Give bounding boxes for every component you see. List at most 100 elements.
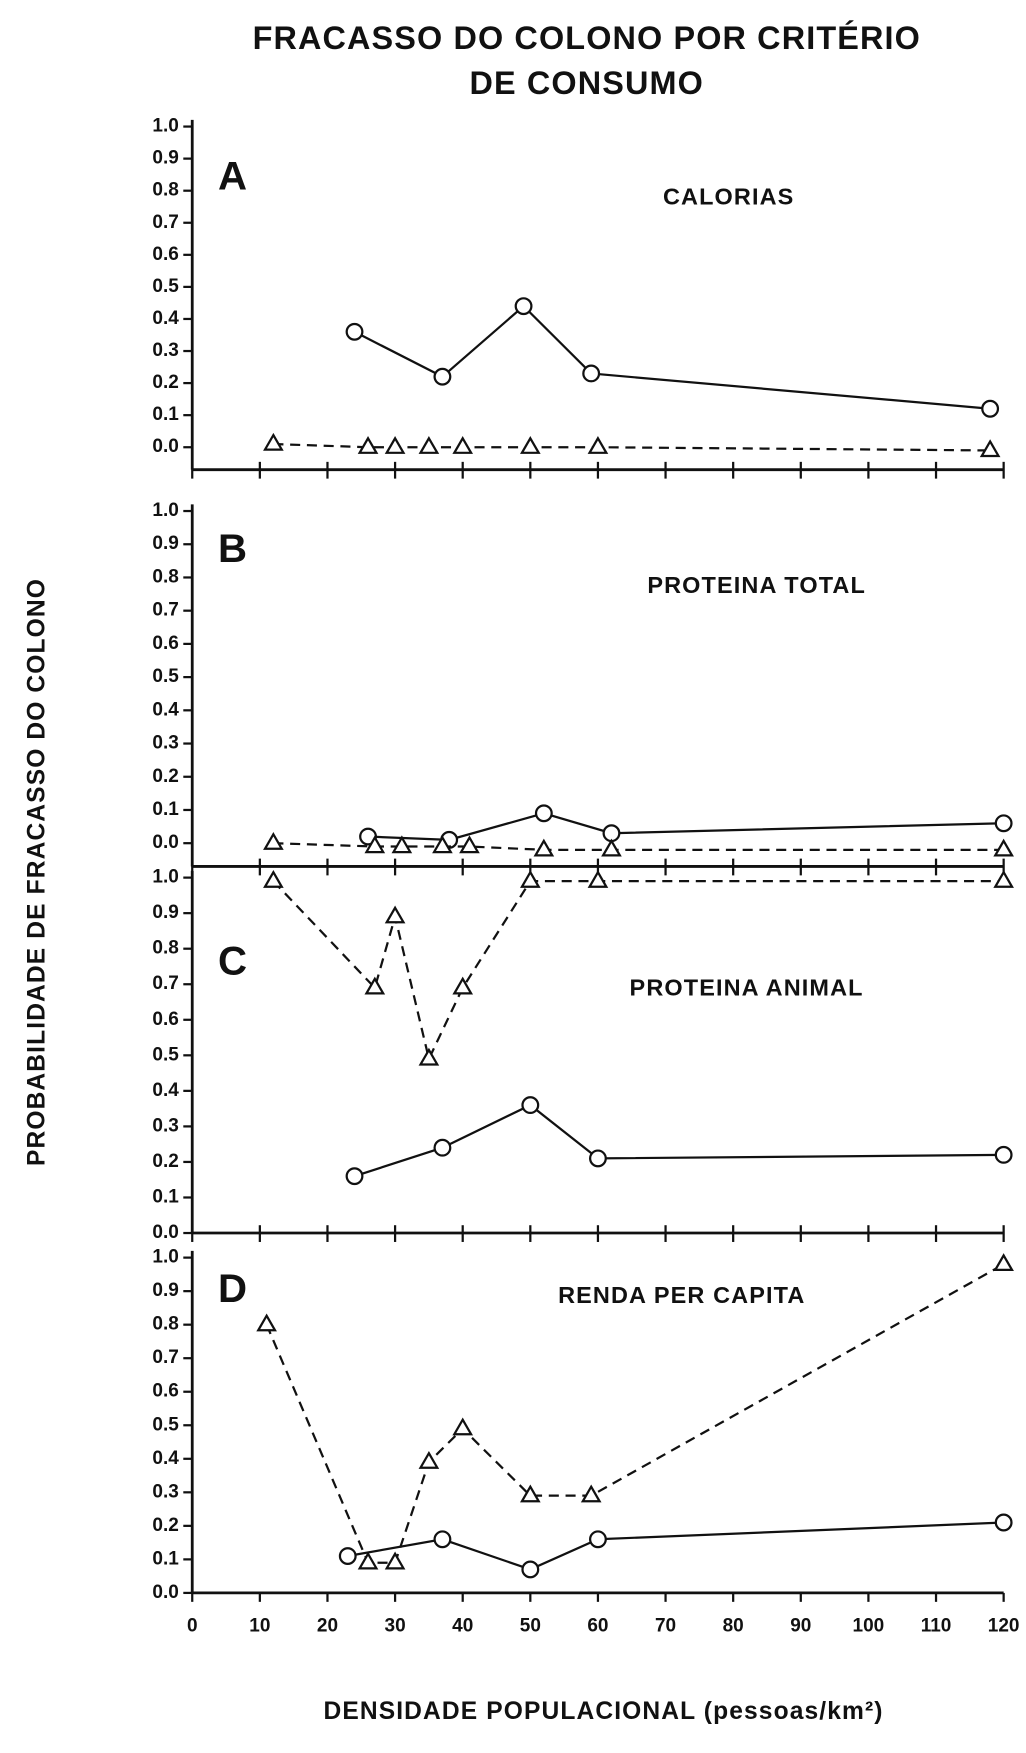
y-tick-label: 0.7: [152, 1347, 178, 1368]
triangle-marker: [993, 1253, 1014, 1272]
y-tick-label: 1.0: [152, 1247, 178, 1268]
triangle-marker: [452, 1417, 474, 1436]
y-tick-label: 0.8: [152, 938, 178, 959]
y-tick-label: 0.0: [152, 832, 178, 853]
x-tick-label: 50: [520, 1615, 541, 1636]
triangle-marker: [263, 432, 284, 451]
x-tick-label: 120: [988, 1615, 1020, 1636]
triangle-marker: [418, 1450, 440, 1469]
y-tick-label: 0.0: [152, 1582, 178, 1603]
circle-marker: [514, 297, 533, 316]
panel-letter: D: [218, 1266, 247, 1311]
y-tick-label: 0.1: [152, 799, 179, 820]
triangle-marker: [452, 436, 474, 454]
panel-subtitle: PROTEINA TOTAL: [647, 572, 866, 598]
circle-marker: [994, 1513, 1013, 1532]
triangle-marker: [587, 436, 609, 454]
triangle-marker: [384, 436, 406, 454]
triangle-marker: [418, 436, 440, 454]
y-tick-label: 0.9: [152, 533, 178, 554]
series-line: [367, 812, 1004, 841]
circle-marker: [521, 1560, 540, 1579]
series-line: [273, 442, 991, 452]
x-tick-label: 40: [452, 1615, 473, 1636]
y-tick-label: 0.4: [152, 308, 179, 329]
triangle-marker: [452, 976, 474, 995]
y-tick-label: 0.3: [152, 733, 178, 754]
x-tick-label: 60: [587, 1615, 608, 1636]
y-tick-label: 0.2: [152, 1515, 178, 1536]
panel-subtitle: RENDA PER CAPITA: [558, 1282, 805, 1308]
y-tick-label: 0.2: [152, 766, 178, 787]
triangle-marker: [364, 835, 386, 854]
circle-marker: [534, 804, 553, 823]
y-axis-label: PROBABILIDADE DE FRACASSO DO COLONO: [24, 578, 51, 1166]
triangle-marker: [601, 838, 622, 857]
y-tick-label: 0.9: [152, 1280, 178, 1301]
circle-marker: [589, 1530, 607, 1549]
circle-marker: [981, 399, 1000, 418]
triangle-marker: [520, 436, 541, 454]
triangle-marker: [263, 869, 284, 888]
triangle-marker: [520, 1484, 541, 1503]
chart-title: FRACASSO DO COLONO POR CRITÉRIO: [253, 19, 921, 56]
y-tick-label: 0.0: [152, 436, 178, 457]
y-tick-label: 0.5: [152, 666, 179, 687]
y-tick-label: 0.5: [152, 276, 179, 297]
x-tick-label: 20: [317, 1615, 338, 1636]
y-tick-label: 0.3: [152, 340, 178, 361]
x-tick-label: 110: [921, 1615, 952, 1636]
circle-marker: [589, 1149, 607, 1168]
y-tick-label: 0.8: [152, 1314, 178, 1335]
series-line: [354, 1103, 1004, 1178]
x-tick-label: 70: [655, 1615, 676, 1636]
circle-marker: [345, 322, 364, 341]
x-axis-label: DENSIDADE POPULACIONAL (pessoas/km²): [323, 1698, 883, 1725]
y-tick-label: 0.6: [152, 244, 178, 265]
circle-marker: [433, 367, 452, 386]
circle-marker: [345, 1167, 364, 1186]
circle-marker: [433, 1138, 452, 1157]
circle-marker: [582, 364, 601, 383]
triangle-marker: [364, 976, 386, 995]
y-tick-label: 0.1: [152, 1187, 179, 1208]
y-tick-label: 0.7: [152, 212, 178, 233]
triangle-marker: [993, 869, 1014, 888]
series-line: [272, 880, 1004, 1063]
triangle-marker: [459, 835, 480, 854]
triangle-marker: [357, 436, 379, 454]
y-tick-label: 0.5: [152, 1044, 179, 1065]
panel-letter: A: [218, 154, 247, 199]
circle-marker: [994, 1145, 1013, 1164]
y-tick-label: 0.9: [152, 902, 178, 923]
x-tick-label: 100: [853, 1615, 885, 1636]
x-tick-label: 30: [385, 1615, 406, 1636]
triangle-marker: [520, 869, 541, 888]
y-tick-label: 1.0: [152, 500, 178, 521]
panel-letter: B: [218, 526, 247, 571]
circle-marker: [338, 1547, 357, 1565]
y-tick-label: 0.7: [152, 600, 178, 621]
y-tick-label: 0.4: [152, 699, 179, 720]
triangle-marker: [263, 832, 284, 850]
panel-letter: C: [218, 938, 247, 983]
y-tick-label: 0.5: [152, 1414, 179, 1435]
series-line: [265, 1263, 1005, 1564]
triangle-marker: [418, 1047, 440, 1066]
y-tick-label: 0.2: [152, 372, 178, 393]
y-tick-label: 1.0: [152, 116, 178, 137]
y-tick-label: 0.2: [152, 1151, 178, 1172]
triangle-marker: [391, 835, 413, 854]
y-tick-label: 0.1: [152, 1548, 179, 1569]
y-tick-label: 1.0: [152, 867, 178, 888]
triangle-marker: [587, 869, 609, 888]
y-tick-label: 0.6: [152, 1009, 178, 1030]
y-tick-label: 0.1: [152, 404, 179, 425]
panel-subtitle: CALORIAS: [663, 183, 795, 209]
triangle-marker: [580, 1484, 602, 1503]
triangle-marker: [432, 835, 453, 854]
triangle-marker: [979, 439, 1001, 458]
y-tick-label: 0.3: [152, 1115, 178, 1136]
y-tick-label: 0.9: [152, 148, 178, 169]
series-line: [273, 842, 1004, 851]
